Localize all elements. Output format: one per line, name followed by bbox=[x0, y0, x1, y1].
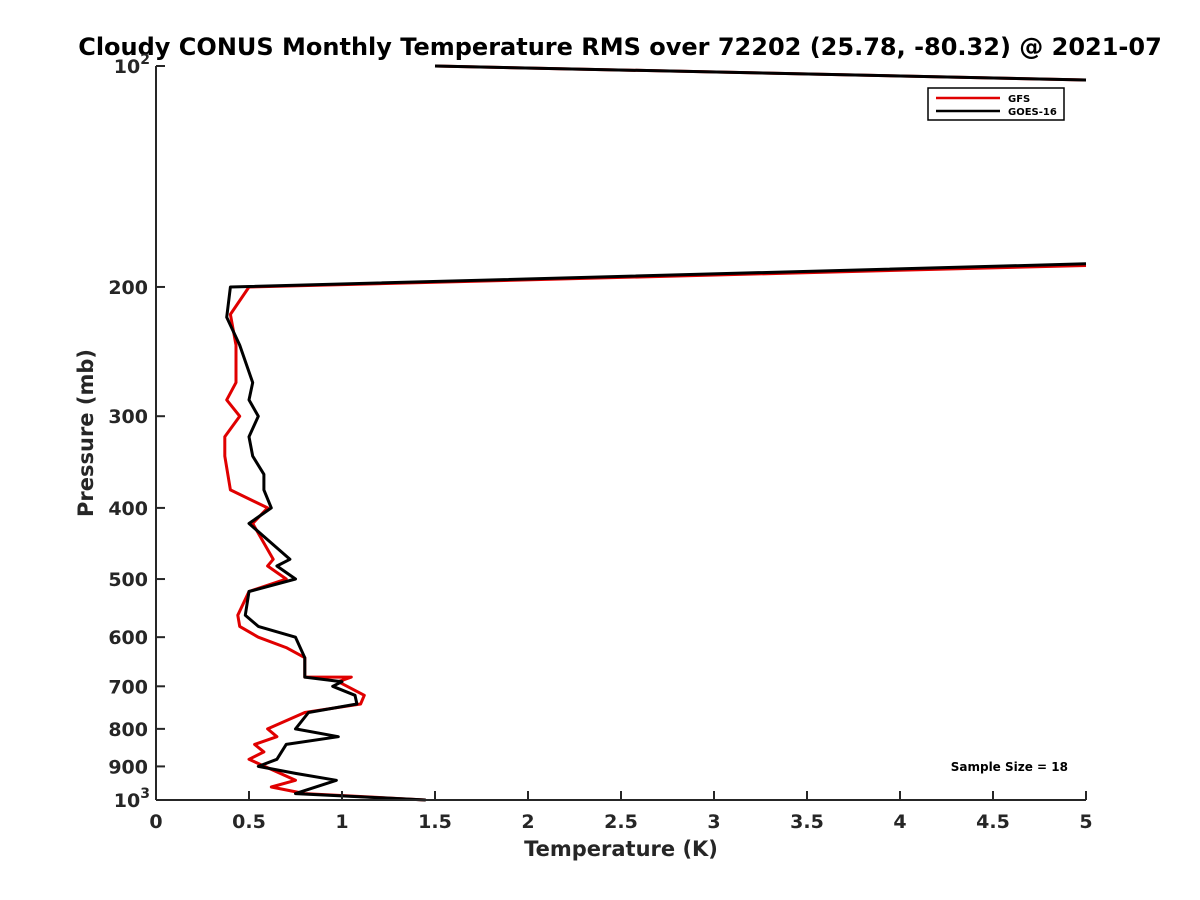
y-tick-label: 200 bbox=[108, 277, 148, 299]
x-tick-label: 2 bbox=[521, 811, 534, 833]
x-tick-label: 3 bbox=[707, 811, 720, 833]
x-tick-label: 2.5 bbox=[604, 811, 638, 833]
legend-box bbox=[927, 87, 1065, 121]
x-tick-label: 1.5 bbox=[418, 811, 452, 833]
y-tick-label: 300 bbox=[108, 406, 148, 428]
y-tick-label: 500 bbox=[108, 569, 148, 591]
y-tick-label: 900 bbox=[108, 756, 148, 778]
x-tick-label: 4.5 bbox=[976, 811, 1010, 833]
sample-size-annotation: Sample Size = 18 bbox=[951, 760, 1068, 774]
y-tick-label: 800 bbox=[108, 719, 148, 741]
y-tick-label: 103 bbox=[114, 786, 150, 812]
x-tick-label: 0 bbox=[149, 811, 162, 833]
x-axis-label: Temperature (K) bbox=[524, 837, 718, 861]
y-tick-label: 700 bbox=[108, 676, 148, 698]
y-tick-label: 400 bbox=[108, 498, 148, 520]
chart-title: Cloudy CONUS Monthly Temperature RMS ove… bbox=[78, 33, 1162, 61]
x-tick-label: 5 bbox=[1079, 811, 1092, 833]
series-upper-segment-goes-16 bbox=[434, 64, 1087, 82]
axes-layer bbox=[155, 66, 1086, 801]
y-axis-label: Pressure (mb) bbox=[74, 349, 98, 517]
ticks-layer: 0 0.5 1 1.5 2 2.5 3 3.5 4 4.5 5 102 200 300 400 500 600 7… bbox=[108, 52, 1092, 833]
x-tick-label: 1 bbox=[335, 811, 348, 833]
legend-label-goes-16: GOES-16 bbox=[1008, 107, 1057, 118]
series-line-goes-16 bbox=[225, 262, 1087, 802]
x-tick-label: 0.5 bbox=[232, 811, 266, 833]
y-tick-label: 600 bbox=[108, 627, 148, 649]
x-tick-label: 3.5 bbox=[790, 811, 824, 833]
legend-label-gfs: GFS bbox=[1008, 94, 1030, 105]
y-tick-label: 102 bbox=[114, 52, 150, 78]
series-layer bbox=[223, 64, 1087, 802]
x-tick-label: 4 bbox=[893, 811, 906, 833]
series-line-gfs bbox=[223, 264, 1087, 802]
legend: GFS GOES-16 bbox=[927, 87, 1065, 121]
